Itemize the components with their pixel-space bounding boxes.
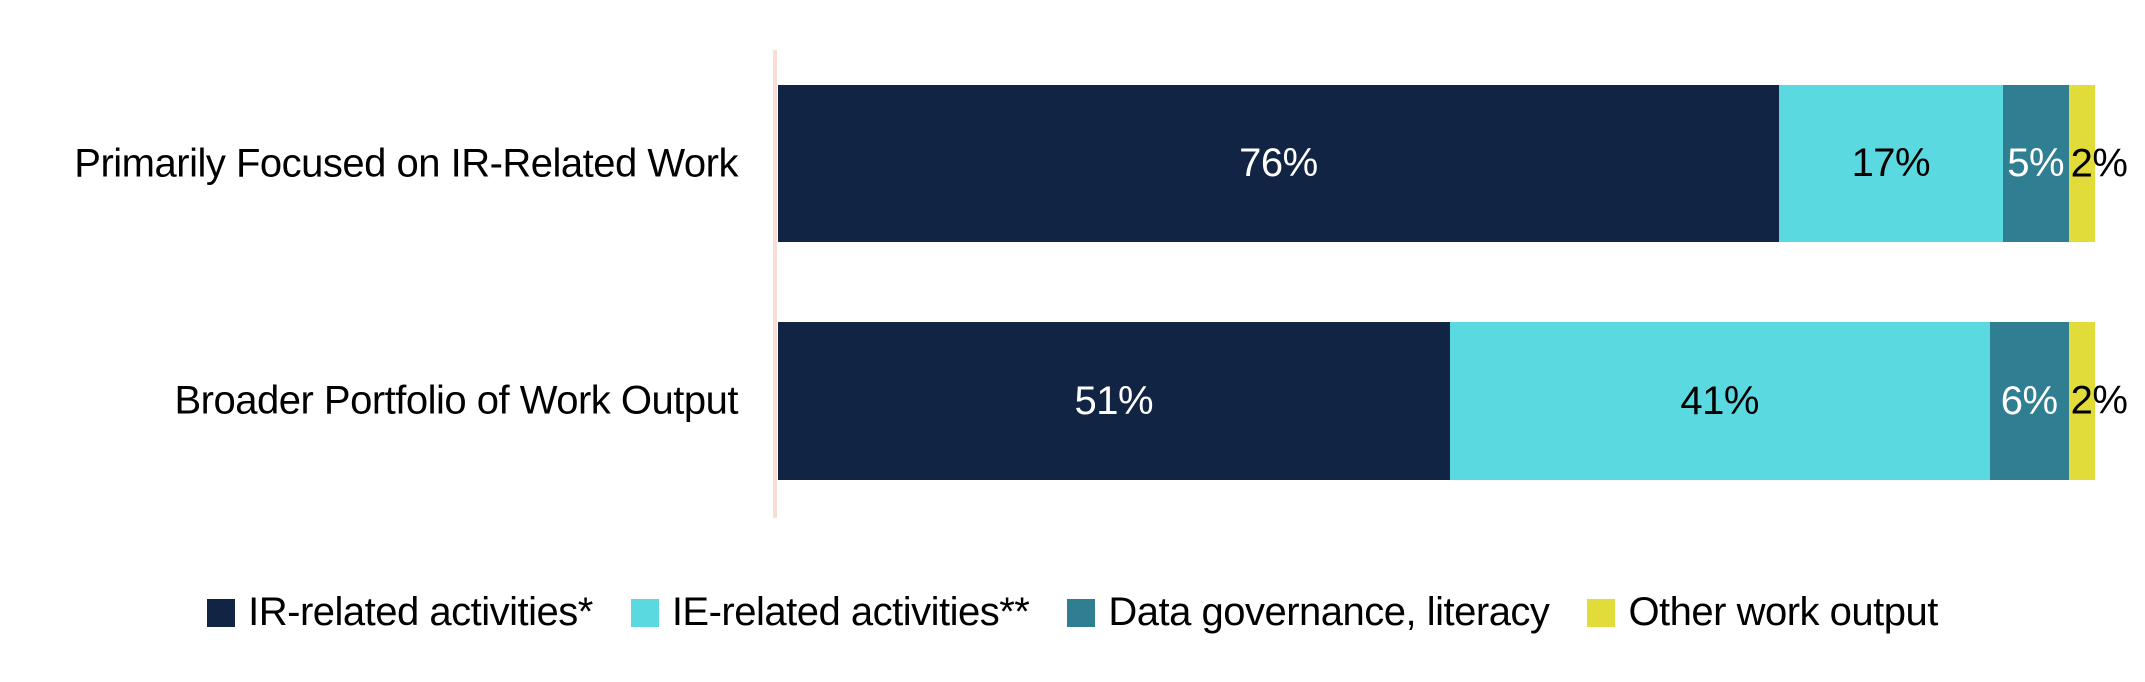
segment-value-label: 2% — [2070, 378, 2128, 423]
bar-segment: 17% — [1778, 85, 2003, 242]
segment-value-label: 51% — [1074, 378, 1154, 423]
bar-segment: 41% — [1449, 322, 1990, 480]
category-label: Broader Portfolio of Work Output — [174, 378, 738, 423]
category-label: Primarily Focused on IR-Related Work — [74, 141, 738, 186]
legend: IR-related activities* IE-related activit… — [0, 590, 2145, 635]
legend-label: Data governance, literacy — [1108, 590, 1550, 634]
segment-value-label: 17% — [1851, 141, 1931, 185]
legend-item: Data governance, literacy — [1067, 590, 1550, 635]
bar-segment: 6% — [1989, 322, 2069, 480]
segment-value-label: 41% — [1680, 378, 1759, 423]
bar-row: 51% 41% 6% 2% — [778, 322, 2128, 480]
bar-segment: 5% — [2002, 85, 2069, 242]
bar-segment: 2% — [2068, 322, 2128, 480]
legend-item: IR-related activities* — [207, 590, 593, 635]
bar-segment: 51% — [778, 322, 1450, 480]
bar-segment: 2% — [2068, 85, 2128, 242]
legend-swatch — [1067, 598, 1096, 627]
legend-item: Other work output — [1587, 590, 1938, 635]
bar-segment: 76% — [778, 85, 1779, 242]
legend-swatch — [207, 598, 236, 627]
legend-label: Other work output — [1628, 590, 1938, 634]
segment-value-label: 5% — [2007, 141, 2065, 185]
legend-label: IR-related activities* — [248, 590, 593, 634]
bar-row: 76% 17% 5% 2% — [778, 85, 2128, 242]
legend-item: IE-related activities** — [630, 590, 1030, 635]
segment-value-label: 76% — [1239, 141, 1318, 185]
legend-swatch — [1587, 598, 1616, 627]
legend-label: IE-related activities** — [671, 590, 1030, 634]
y-axis-line — [773, 50, 777, 518]
legend-swatch — [630, 598, 659, 627]
segment-value-label: 6% — [2000, 378, 2058, 423]
segment-value-label: 2% — [2070, 141, 2128, 185]
